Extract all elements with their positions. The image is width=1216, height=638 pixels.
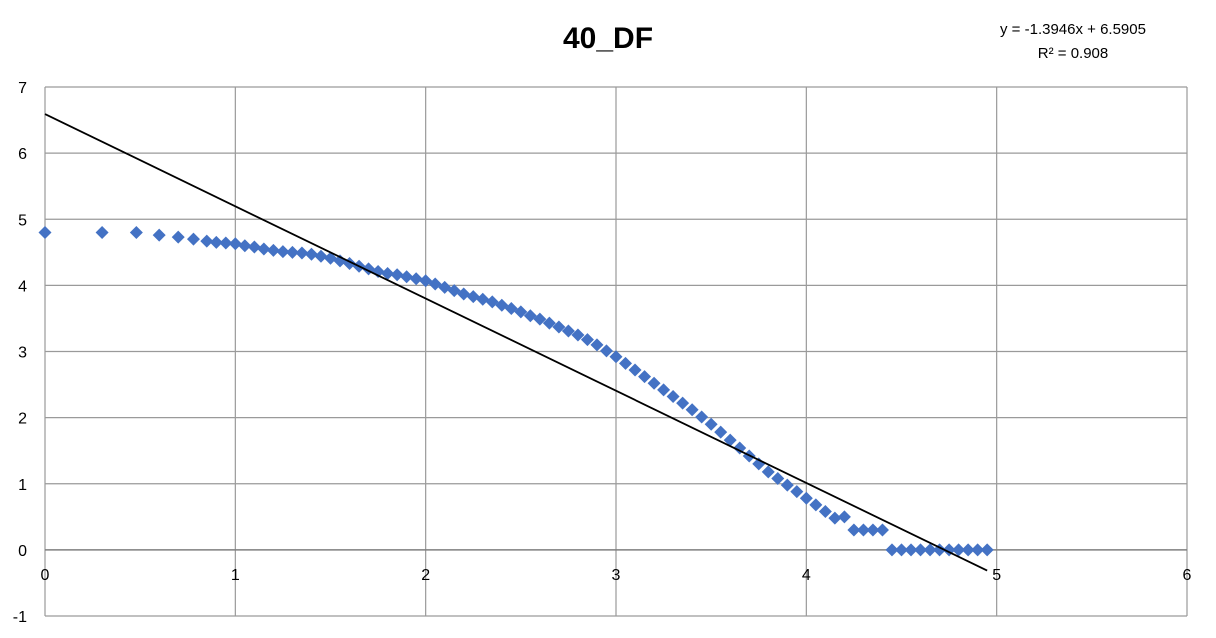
data-point bbox=[400, 270, 414, 284]
y-tick-label: 7 bbox=[18, 80, 27, 97]
data-point bbox=[295, 246, 309, 260]
data-point bbox=[304, 247, 318, 261]
data-point bbox=[238, 239, 252, 253]
data-point bbox=[828, 511, 842, 525]
x-tick-label: 4 bbox=[802, 567, 811, 584]
data-point bbox=[856, 523, 870, 537]
data-point bbox=[542, 316, 556, 330]
data-point bbox=[552, 320, 566, 334]
data-point bbox=[129, 225, 143, 239]
data-point bbox=[257, 242, 271, 256]
data-point bbox=[818, 505, 832, 519]
trendline-equation: y = -1.3946x + 6.5905 bbox=[1000, 21, 1146, 38]
trendline-line bbox=[44, 113, 988, 572]
data-point bbox=[285, 245, 299, 259]
y-tick-label: 4 bbox=[18, 278, 27, 295]
data-point bbox=[799, 491, 813, 505]
data-point bbox=[95, 225, 109, 239]
x-tick-label: 1 bbox=[231, 567, 240, 584]
grid bbox=[44, 86, 1188, 617]
data-point bbox=[790, 485, 804, 499]
data-point bbox=[771, 471, 785, 485]
y-tick-label: 5 bbox=[18, 212, 27, 229]
data-point bbox=[390, 268, 404, 282]
data-point bbox=[980, 543, 994, 557]
data-point bbox=[875, 523, 889, 537]
data-point bbox=[186, 232, 200, 246]
data-point bbox=[38, 225, 52, 239]
data-point bbox=[609, 350, 623, 364]
data-point bbox=[628, 363, 642, 377]
data-point bbox=[314, 249, 328, 263]
data-point bbox=[761, 465, 775, 479]
data-point bbox=[476, 292, 490, 306]
data-point bbox=[657, 383, 671, 397]
chart-title: 40_DF bbox=[563, 22, 653, 55]
data-point bbox=[152, 228, 166, 242]
data-point bbox=[695, 410, 709, 424]
data-point bbox=[324, 251, 337, 265]
data-point bbox=[219, 236, 233, 250]
data-point bbox=[780, 478, 794, 492]
data-point bbox=[676, 396, 690, 410]
trendline-r2: R² = 0.908 bbox=[1038, 45, 1108, 62]
x-tick-label: 0 bbox=[41, 567, 50, 584]
data-point bbox=[533, 312, 547, 326]
data-point bbox=[809, 498, 823, 512]
x-tick-label: 2 bbox=[421, 567, 430, 584]
data-point bbox=[599, 344, 613, 358]
data-point bbox=[866, 523, 880, 537]
data-point bbox=[561, 324, 575, 338]
data-point bbox=[590, 338, 604, 352]
data-point bbox=[895, 543, 908, 557]
data-point bbox=[837, 510, 851, 524]
data-point bbox=[457, 287, 471, 301]
data-point bbox=[571, 328, 585, 342]
x-tick-label: 5 bbox=[992, 567, 1001, 584]
axis-ticks: 0 1 2 3 4 5 6 -1 0 1 2 3 4 5 6 7 bbox=[13, 80, 1192, 626]
data-point bbox=[466, 290, 480, 304]
x-tick-label: 6 bbox=[1183, 567, 1192, 584]
data-point bbox=[923, 543, 937, 557]
data-point bbox=[647, 376, 661, 390]
data-point bbox=[171, 230, 185, 244]
y-tick-label: -1 bbox=[13, 609, 27, 626]
data-point bbox=[619, 356, 633, 370]
y-tick-label: 3 bbox=[18, 345, 27, 362]
data-point bbox=[666, 389, 680, 403]
data-point bbox=[209, 235, 223, 249]
data-point bbox=[381, 266, 395, 280]
data-point bbox=[971, 543, 985, 557]
data-point bbox=[247, 240, 261, 254]
data-point bbox=[952, 543, 966, 557]
data-point bbox=[847, 523, 861, 537]
data-point bbox=[685, 403, 699, 417]
y-tick-label: 0 bbox=[18, 543, 27, 560]
data-point bbox=[276, 245, 290, 259]
data-point bbox=[714, 425, 728, 439]
x-tick-label: 3 bbox=[612, 567, 621, 584]
data-point bbox=[914, 543, 928, 557]
data-point bbox=[580, 333, 594, 347]
data-points bbox=[38, 225, 994, 557]
data-point bbox=[638, 370, 652, 384]
data-point bbox=[723, 433, 737, 447]
data-point bbox=[904, 543, 918, 557]
data-point bbox=[514, 305, 528, 319]
data-point bbox=[409, 272, 423, 286]
data-point bbox=[200, 234, 214, 248]
trendline bbox=[44, 113, 988, 572]
y-tick-label: 1 bbox=[18, 477, 27, 494]
data-point bbox=[266, 243, 280, 257]
y-tick-label: 6 bbox=[18, 146, 27, 163]
data-point bbox=[228, 237, 242, 251]
data-point bbox=[885, 543, 899, 557]
data-point bbox=[961, 543, 975, 557]
data-point bbox=[704, 417, 718, 431]
y-tick-label: 2 bbox=[18, 411, 27, 428]
